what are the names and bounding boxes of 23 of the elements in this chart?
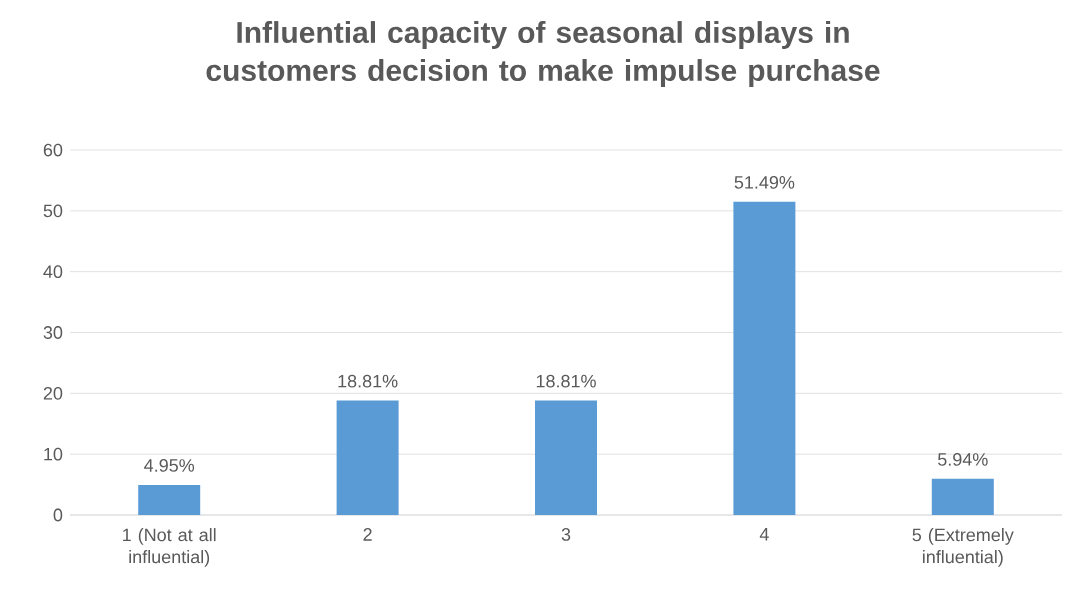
data-label: 5.94% xyxy=(938,453,988,466)
bar xyxy=(138,484,201,515)
chart-title: Influential capacity of seasonal displays in customers decision to make impulse purchase xyxy=(206,21,880,88)
y-tick-label: 0 xyxy=(53,508,63,522)
y-tick-label: 60 xyxy=(43,143,63,157)
y-tick-label: 50 xyxy=(43,204,63,218)
x-tick-label: 5 (Extremely influential) xyxy=(912,528,1014,567)
x-tick-label: 3 xyxy=(561,528,571,541)
bar xyxy=(931,478,994,515)
y-tick-label: 40 xyxy=(43,265,63,279)
x-tick-label: 2 xyxy=(363,528,372,541)
x-tick-label: 4 xyxy=(759,528,769,541)
bar xyxy=(535,400,598,515)
bar xyxy=(733,201,796,515)
y-tick-label: 20 xyxy=(43,386,63,400)
data-label: 18.81% xyxy=(536,374,596,388)
data-label: 51.49% xyxy=(734,175,795,189)
bar xyxy=(336,400,399,515)
y-tick-label: 10 xyxy=(44,447,63,461)
data-label: 18.81% xyxy=(338,374,398,388)
x-tick-label: 1 (Not at all influential) xyxy=(123,528,216,567)
y-tick-label: 30 xyxy=(43,326,63,339)
data-label: 4.95% xyxy=(144,459,195,472)
